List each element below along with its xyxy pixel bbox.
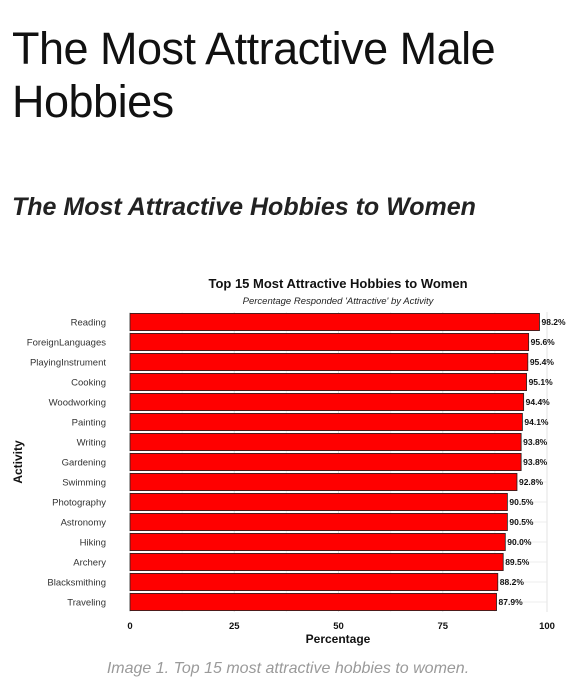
data-label: 94.1% (524, 417, 549, 427)
bar-chart: Top 15 Most Attractive Hobbies to Women … (11, 276, 566, 646)
data-label: 88.2% (500, 577, 525, 587)
data-label: 90.5% (509, 517, 534, 527)
data-label: 95.1% (529, 377, 554, 387)
chart-subtitle: Percentage Responded 'Attractive' by Act… (243, 296, 435, 307)
chart-title: Top 15 Most Attractive Hobbies to Women (208, 276, 467, 291)
bar-cooking (129, 373, 527, 392)
data-label: 90.0% (507, 537, 532, 547)
data-label: 92.8% (519, 477, 544, 487)
article-title: The Most Attractive Male Hobbies (12, 23, 496, 127)
bar-traveling (129, 592, 497, 611)
bar-layer (129, 313, 540, 611)
x-tick-label: 25 (229, 621, 240, 632)
bar-archery (129, 552, 504, 571)
y-tick-label: ForeignLanguages (27, 338, 106, 349)
y-tick-label: Swimming (62, 478, 106, 489)
bar-gardening (129, 452, 522, 471)
data-label: 98.2% (541, 317, 566, 327)
x-tick-label: 0 (127, 621, 132, 632)
bar-photography (129, 492, 508, 511)
bar-playinginstrument (129, 353, 529, 372)
bar-swimming (129, 472, 518, 491)
data-label: 89.5% (505, 557, 530, 567)
y-tick-label: Archery (73, 558, 106, 569)
data-label: 90.5% (509, 497, 534, 507)
y-tick-label: Traveling (67, 598, 106, 609)
bar-foreignlanguages (129, 333, 530, 352)
article-subtitle: The Most Attractive Hobbies to Women (12, 193, 476, 221)
y-tick-label: Cooking (71, 378, 106, 389)
bar-astronomy (129, 512, 508, 531)
y-tick-label: Writing (77, 438, 106, 449)
x-tick-label: 50 (333, 621, 344, 632)
image-caption: Image 1. Top 15 most attractive hobbies … (106, 660, 470, 677)
y-tick-label: Blacksmithing (47, 578, 106, 589)
y-tick-label: PlayingInstrument (30, 358, 106, 369)
y-tick-label: Reading (71, 318, 106, 329)
label-layer: 98.2% 95.6% 95.4% 95.1% 94.4% 94.1% 93.8% 93.8%… (499, 317, 566, 607)
y-tick-label: Gardening (62, 458, 106, 469)
axis-layer: Reading ForeignLanguages PlayingInstrument… (27, 318, 555, 633)
data-label: 95.4% (530, 357, 555, 367)
x-tick-label: 75 (437, 621, 448, 632)
data-label: 93.8% (523, 437, 548, 447)
bar-hiking (129, 532, 506, 551)
y-axis-title: Activity (11, 440, 25, 484)
x-tick-label: 100 (539, 621, 555, 632)
data-label: 93.8% (523, 457, 548, 467)
bar-painting (129, 412, 523, 431)
data-label: 95.6% (531, 337, 556, 347)
y-tick-label: Photography (52, 498, 106, 509)
bar-reading (129, 313, 540, 332)
y-tick-label: Hiking (80, 538, 106, 549)
chart-container: Top 15 Most Attractive Hobbies to Women … (0, 262, 576, 652)
x-axis-title: Percentage (306, 632, 371, 646)
data-label: 87.9% (499, 597, 524, 607)
data-label: 94.4% (526, 397, 551, 407)
bar-woodworking (129, 392, 525, 411)
y-tick-label: Painting (72, 418, 106, 429)
bar-writing (129, 432, 522, 451)
y-tick-label: Woodworking (49, 398, 106, 409)
bar-blacksmithing (129, 572, 499, 591)
y-tick-label: Astronomy (61, 518, 107, 529)
